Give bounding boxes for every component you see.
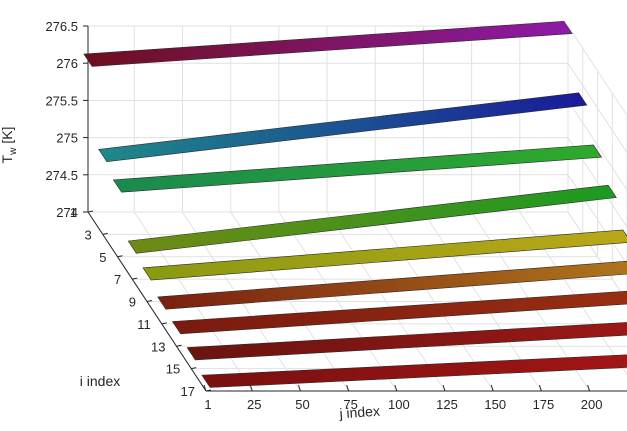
series-ribbon-i-17 — [201, 354, 627, 388]
z-tick-label: 276 — [56, 56, 78, 71]
side-wall-gridline — [567, 25, 627, 117]
side-wall-gridline — [567, 174, 627, 266]
series-ribbon-i-7 — [127, 184, 617, 254]
series-ribbon-i-9 — [142, 229, 627, 281]
x-tick-mark — [346, 384, 350, 392]
y-tick-label: 17 — [181, 384, 195, 399]
x-tick-label: 75 — [343, 397, 357, 412]
y-tick-label: 5 — [99, 250, 106, 265]
x-tick-mark — [203, 384, 207, 392]
x-tick-mark — [249, 384, 253, 392]
z-axis-label-main: T — [0, 154, 15, 163]
y-tick-mark — [191, 367, 197, 370]
series-ribbon-i-3 — [98, 92, 588, 163]
side-wall-gridline — [567, 100, 627, 191]
y-tick-label: 15 — [166, 362, 180, 377]
x-tick-label: 50 — [295, 397, 309, 412]
y-tick-mark — [87, 210, 94, 213]
x-axis-label: j index — [338, 403, 380, 422]
y-tick-mark — [161, 322, 167, 325]
side-wall-gridline — [567, 137, 627, 229]
y-tick-mark — [102, 232, 108, 235]
z-tick-label: 274 — [56, 205, 78, 220]
series-ribbon-i-15 — [186, 322, 627, 361]
y-tick-label: 13 — [151, 339, 165, 354]
z-tick-label: 275 — [56, 131, 78, 146]
z-axis-label: Tw [K] — [0, 127, 19, 164]
y-tick-label: 3 — [85, 227, 92, 242]
x-tick-label: 1 — [204, 397, 211, 412]
x-tick-label: 125 — [436, 397, 458, 412]
x-tick-label: 200 — [581, 397, 603, 412]
z-axis-label-unit: [K] — [0, 127, 15, 144]
x-tick-mark — [297, 384, 301, 392]
series-ribbon-i-5 — [112, 144, 603, 193]
x-tick-label: 100 — [388, 397, 410, 412]
y-tick-mark — [176, 344, 182, 347]
x-tick-mark — [587, 384, 591, 392]
z-tick-label: 276.5 — [45, 19, 78, 34]
x-tick-mark — [394, 384, 398, 392]
series-ribbon-i-13 — [171, 290, 627, 335]
series-ribbon-i-11 — [157, 260, 627, 310]
y-tick-mark — [205, 389, 212, 392]
y-tick-mark — [146, 300, 153, 302]
series-layer — [83, 20, 627, 388]
x-tick-label: 25 — [247, 397, 261, 412]
y-tick-mark — [117, 255, 123, 258]
x-tick-mark — [538, 384, 542, 392]
series-ribbon-i-1 — [83, 20, 573, 67]
x-tick-mark — [490, 384, 494, 392]
x-tick-label: 175 — [533, 397, 555, 412]
y-tick-label: 7 — [114, 272, 121, 287]
y-tick-mark — [132, 277, 138, 280]
side-wall-gridline — [567, 62, 627, 154]
x-tick-label: 150 — [484, 397, 506, 412]
y-tick-label: 11 — [137, 317, 151, 332]
z-axis-label-sub: w — [8, 147, 19, 156]
z-tick-label: 274.5 — [45, 168, 78, 183]
y-tick-label: 9 — [129, 295, 136, 310]
y-axis-label: i index — [80, 373, 120, 389]
x-tick-mark — [442, 384, 446, 392]
label-layer: j index i index Tw [K] — [0, 127, 380, 422]
z-tick-label: 275.5 — [45, 93, 78, 108]
y-tick-label: 1 — [70, 205, 77, 220]
